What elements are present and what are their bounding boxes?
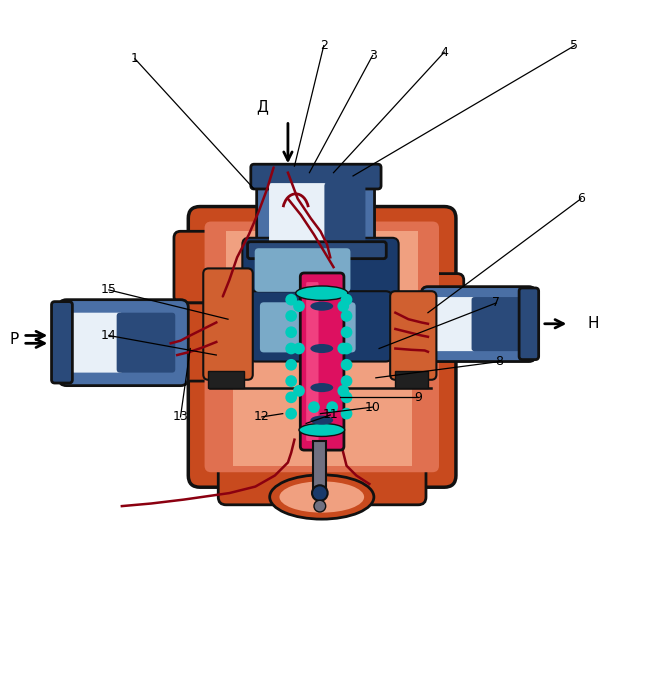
Text: 2: 2 bbox=[320, 39, 328, 52]
FancyBboxPatch shape bbox=[203, 268, 252, 380]
FancyBboxPatch shape bbox=[390, 291, 436, 380]
Circle shape bbox=[308, 402, 320, 413]
FancyBboxPatch shape bbox=[421, 287, 536, 362]
Circle shape bbox=[341, 326, 353, 338]
FancyBboxPatch shape bbox=[174, 231, 226, 303]
Circle shape bbox=[285, 326, 297, 338]
Circle shape bbox=[285, 408, 297, 419]
Bar bbox=[233, 381, 411, 466]
FancyBboxPatch shape bbox=[260, 302, 356, 352]
FancyBboxPatch shape bbox=[243, 238, 399, 300]
Circle shape bbox=[312, 485, 328, 501]
Text: 14: 14 bbox=[101, 329, 116, 342]
Circle shape bbox=[341, 408, 353, 419]
FancyBboxPatch shape bbox=[174, 303, 226, 381]
Circle shape bbox=[285, 359, 297, 371]
Ellipse shape bbox=[311, 302, 333, 311]
Circle shape bbox=[341, 343, 353, 354]
Text: 3: 3 bbox=[369, 49, 377, 62]
Ellipse shape bbox=[279, 482, 364, 512]
Ellipse shape bbox=[299, 423, 345, 436]
Circle shape bbox=[341, 310, 353, 321]
Circle shape bbox=[285, 310, 297, 321]
Ellipse shape bbox=[269, 475, 374, 519]
Ellipse shape bbox=[311, 344, 333, 353]
FancyBboxPatch shape bbox=[300, 273, 344, 450]
FancyBboxPatch shape bbox=[218, 447, 426, 505]
Bar bbox=[226, 293, 418, 388]
FancyBboxPatch shape bbox=[254, 248, 351, 292]
Text: Н: Н bbox=[587, 316, 599, 331]
Text: 13: 13 bbox=[173, 410, 188, 423]
Circle shape bbox=[341, 376, 353, 387]
Text: 4: 4 bbox=[440, 46, 448, 59]
Ellipse shape bbox=[296, 286, 348, 300]
Text: 7: 7 bbox=[492, 296, 500, 309]
FancyBboxPatch shape bbox=[324, 183, 366, 248]
FancyBboxPatch shape bbox=[59, 300, 188, 386]
FancyBboxPatch shape bbox=[306, 282, 318, 441]
Circle shape bbox=[293, 343, 305, 354]
FancyBboxPatch shape bbox=[71, 313, 123, 373]
Circle shape bbox=[341, 294, 353, 306]
Text: 15: 15 bbox=[101, 283, 117, 296]
Circle shape bbox=[341, 391, 353, 403]
Circle shape bbox=[285, 343, 297, 354]
Text: Д: Д bbox=[256, 98, 268, 114]
Text: 11: 11 bbox=[322, 408, 338, 421]
FancyBboxPatch shape bbox=[415, 274, 464, 345]
FancyBboxPatch shape bbox=[256, 175, 375, 256]
FancyBboxPatch shape bbox=[250, 164, 381, 189]
FancyBboxPatch shape bbox=[248, 241, 387, 259]
Text: Р: Р bbox=[10, 332, 19, 347]
Text: 1: 1 bbox=[131, 52, 139, 65]
Text: 9: 9 bbox=[414, 391, 422, 404]
Circle shape bbox=[326, 402, 338, 413]
FancyBboxPatch shape bbox=[432, 297, 476, 351]
Ellipse shape bbox=[311, 416, 333, 425]
Circle shape bbox=[337, 343, 349, 354]
FancyBboxPatch shape bbox=[205, 222, 439, 472]
Circle shape bbox=[285, 294, 297, 306]
Ellipse shape bbox=[311, 383, 333, 392]
Circle shape bbox=[293, 385, 305, 397]
FancyBboxPatch shape bbox=[472, 297, 523, 351]
Circle shape bbox=[337, 300, 349, 312]
Text: 8: 8 bbox=[496, 355, 504, 368]
Circle shape bbox=[337, 385, 349, 397]
FancyBboxPatch shape bbox=[519, 288, 539, 360]
Circle shape bbox=[285, 376, 297, 387]
Text: 12: 12 bbox=[254, 410, 269, 423]
Circle shape bbox=[293, 300, 305, 312]
Bar bbox=[209, 371, 245, 388]
Text: 5: 5 bbox=[570, 39, 579, 52]
Bar bbox=[226, 231, 418, 296]
Circle shape bbox=[285, 391, 297, 403]
Circle shape bbox=[314, 500, 326, 512]
Text: 6: 6 bbox=[577, 192, 585, 205]
FancyBboxPatch shape bbox=[52, 302, 73, 383]
Bar bbox=[313, 441, 326, 493]
Bar bbox=[396, 371, 428, 388]
FancyBboxPatch shape bbox=[249, 291, 392, 362]
Text: 10: 10 bbox=[365, 401, 381, 414]
Circle shape bbox=[341, 359, 353, 371]
FancyBboxPatch shape bbox=[188, 207, 456, 487]
FancyBboxPatch shape bbox=[269, 183, 326, 248]
FancyBboxPatch shape bbox=[116, 313, 175, 373]
